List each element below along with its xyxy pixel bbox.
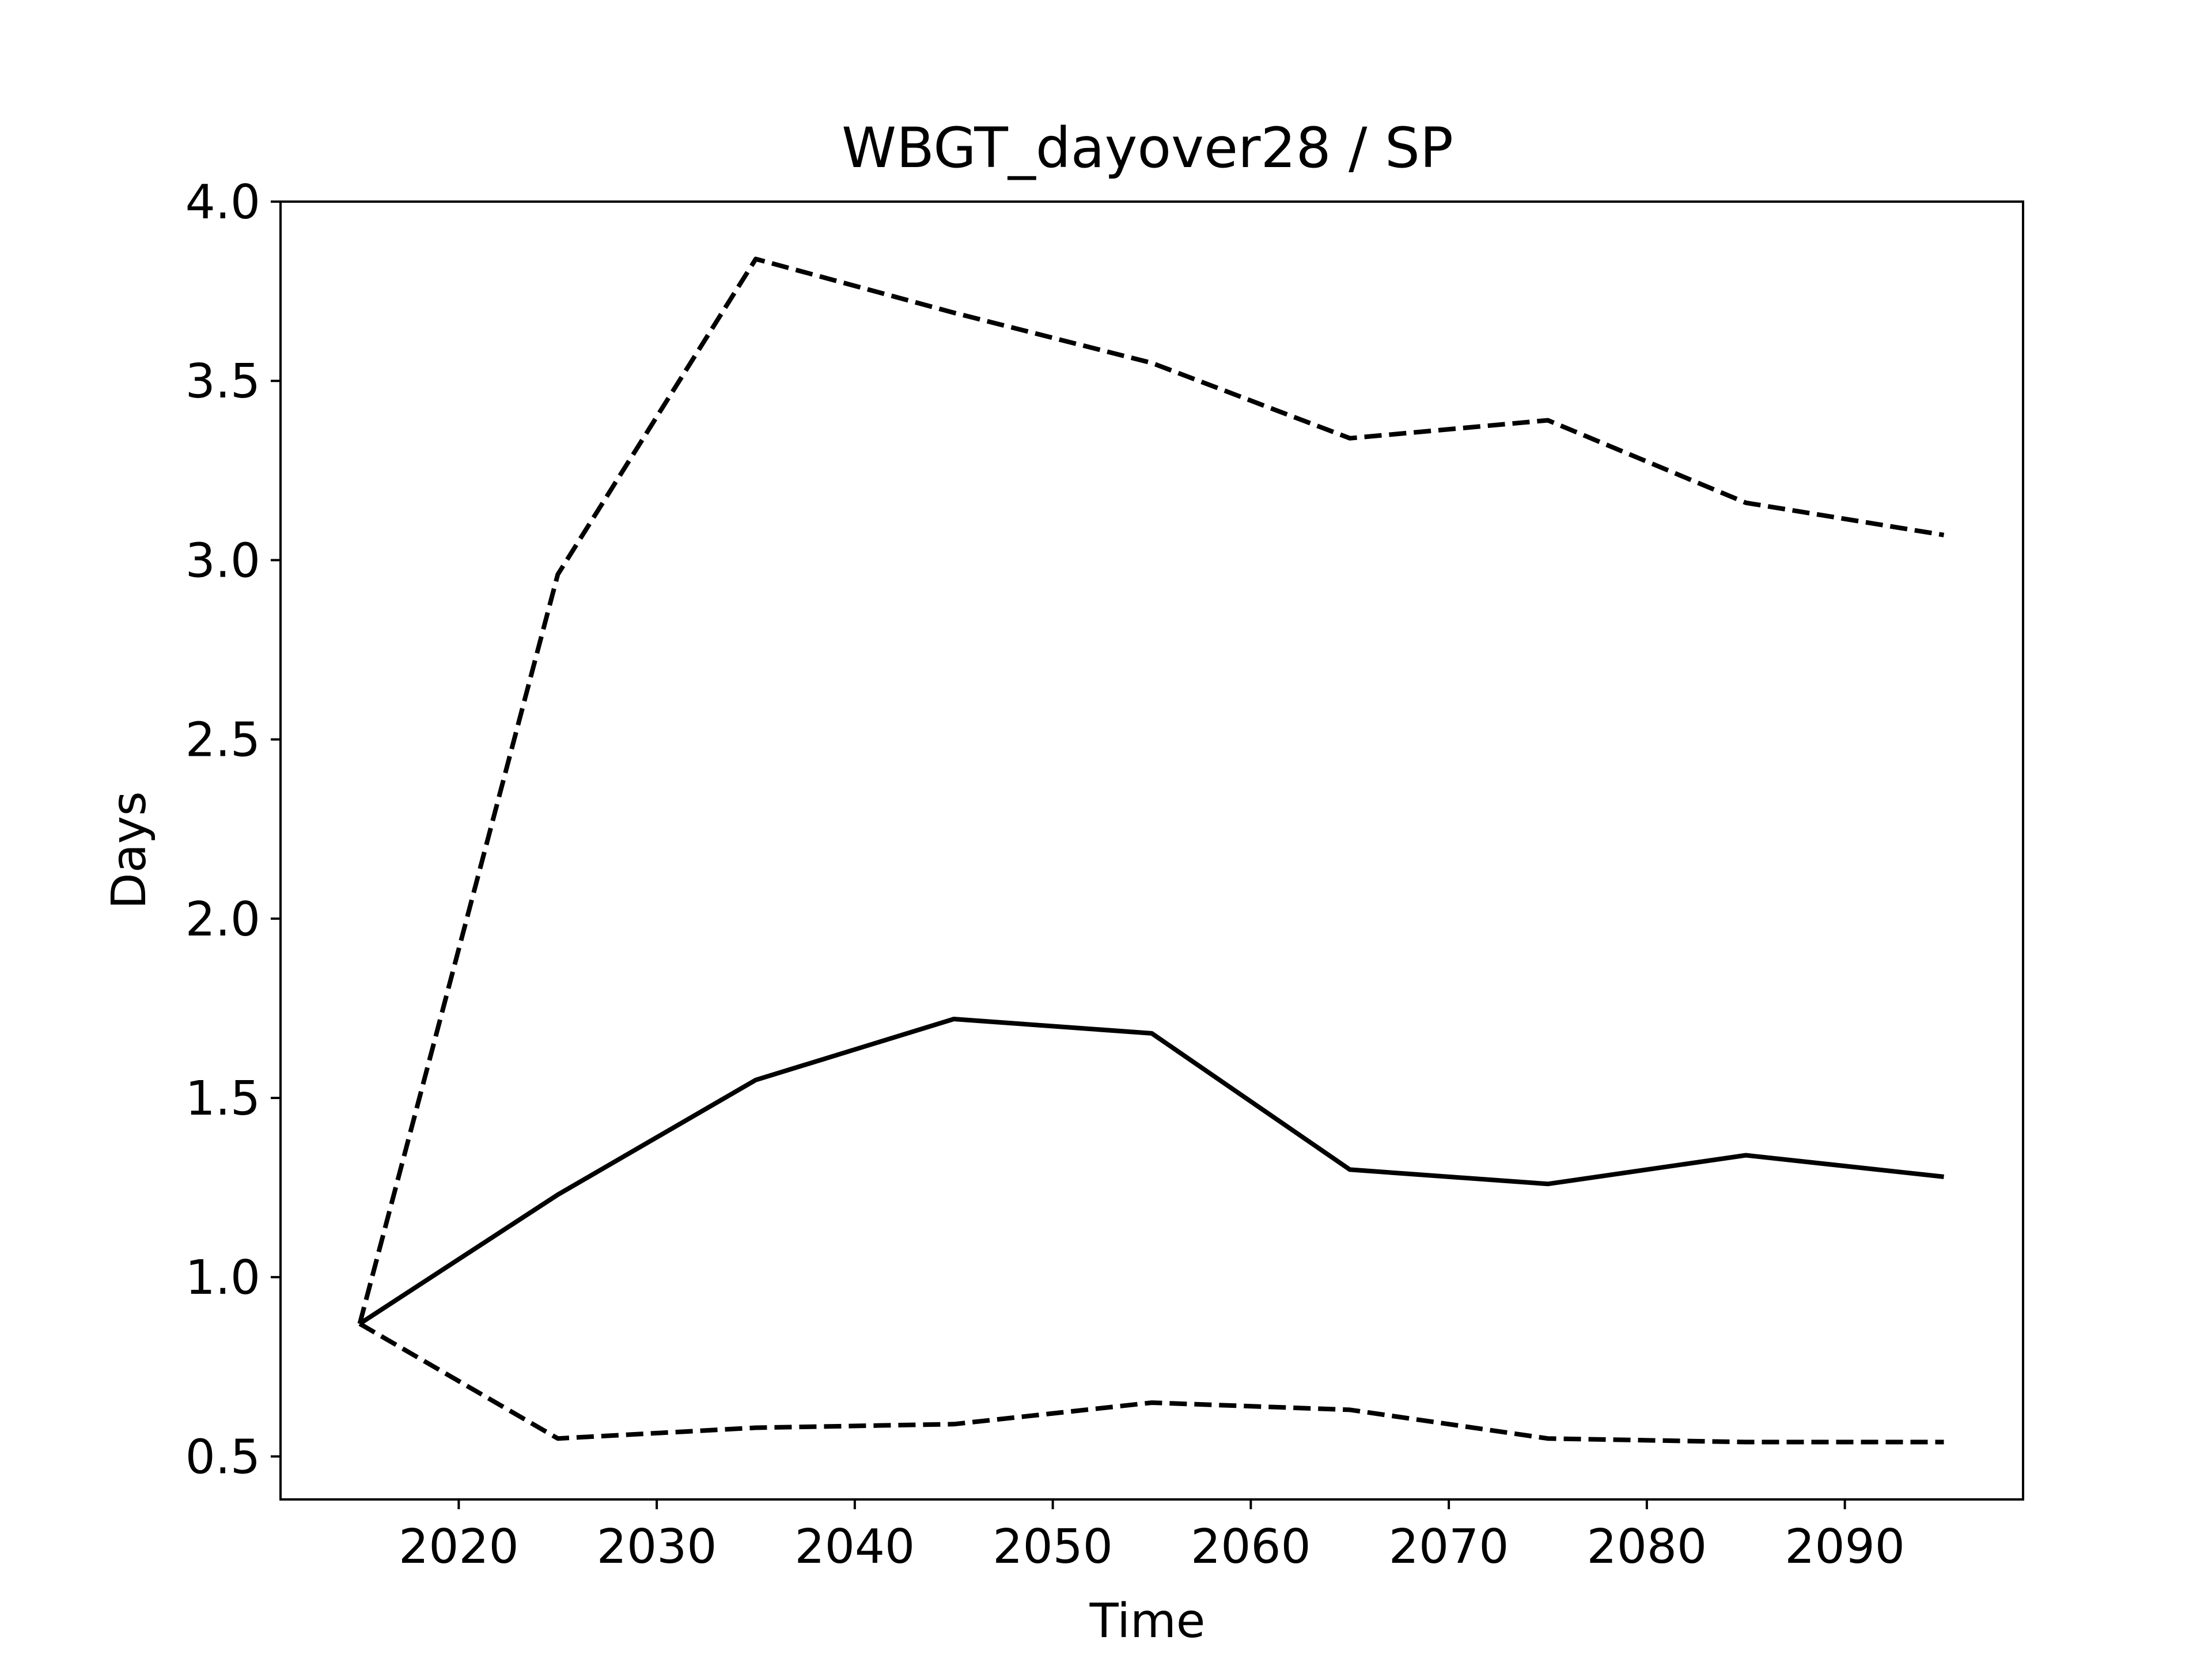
x-tick-label-2040: 2040 — [795, 1520, 915, 1574]
chart-title: WBGT_dayover28 / SP — [842, 116, 1453, 180]
x-tick-label-2080: 2080 — [1587, 1520, 1707, 1574]
y-tick-label-0.5: 0.5 — [185, 1430, 260, 1484]
y-tick-label-2.0: 2.0 — [185, 892, 260, 947]
plot-lines — [357, 256, 1945, 1445]
y-tick-label-3.0: 3.0 — [185, 533, 260, 588]
x-tick-label-2090: 2090 — [1785, 1520, 1905, 1574]
y-tick-label-1.5: 1.5 — [185, 1071, 260, 1126]
series-line-1 — [357, 256, 1945, 1325]
x-tick-label-2050: 2050 — [993, 1520, 1113, 1574]
y-tick-label-3.5: 3.5 — [185, 354, 260, 409]
plot-frame — [279, 200, 2024, 1501]
y-axis-label: Days — [102, 791, 157, 910]
x-tick-label-2070: 2070 — [1389, 1520, 1509, 1574]
y-tick-label-4.0: 4.0 — [185, 175, 260, 230]
y-axis: 0.5 1.0 1.5 2.0 2.5 3.0 3.5 4.0 — [185, 175, 281, 1484]
y-tick-label-2.5: 2.5 — [185, 713, 260, 768]
x-tick-label-2020: 2020 — [399, 1520, 519, 1574]
x-axis-label: Time — [1089, 1594, 1206, 1649]
series-line-3 — [358, 1321, 1944, 1445]
x-axis: 2020 2030 2040 2050 2060 2070 2080 2090 — [399, 1499, 1905, 1574]
series-line-2 — [358, 1017, 1944, 1326]
y-tick-label-1.0: 1.0 — [185, 1251, 260, 1305]
x-tick-label-2030: 2030 — [597, 1520, 717, 1574]
x-tick-label-2060: 2060 — [1191, 1520, 1311, 1574]
